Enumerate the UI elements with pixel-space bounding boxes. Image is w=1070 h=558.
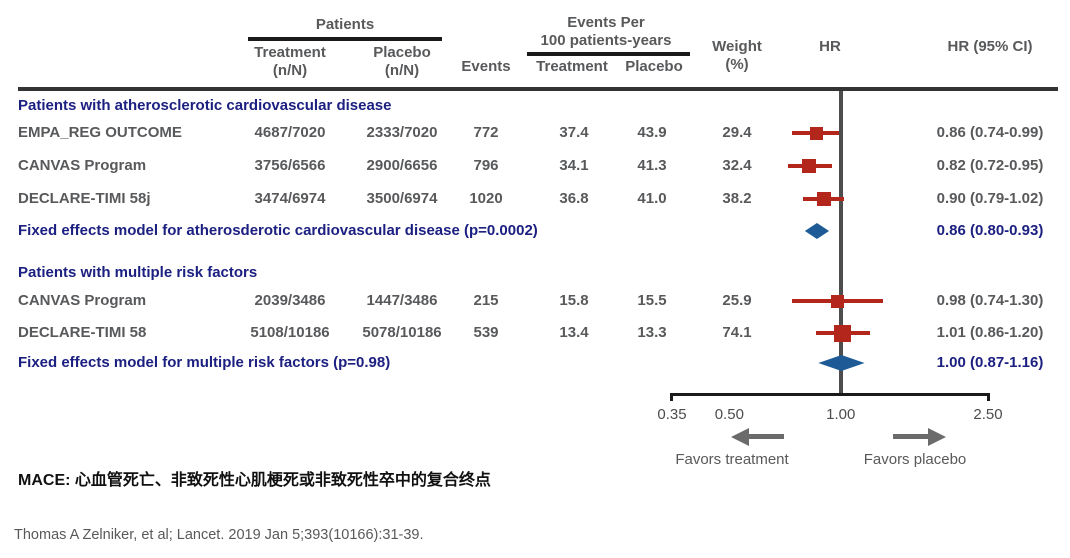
study-name: EMPA_REG OUTCOME (18, 124, 182, 141)
cell-weight: 32.4 (722, 157, 752, 174)
hr-point-square (801, 159, 816, 173)
reference-line-hr1 (838, 91, 843, 393)
col-header-events: Events (461, 58, 511, 75)
col-header-weight-line2: (%) (725, 56, 749, 73)
summary-label: Fixed effects model for multiple risk fa… (18, 354, 391, 371)
cell-ev-placebo: 41.3 (637, 157, 667, 174)
cell-events: 772 (473, 124, 499, 141)
col-header-ep-placebo: Placebo (625, 58, 683, 75)
cell-ev-treatment: 13.4 (559, 324, 589, 341)
mace-definition-footnote: MACE: 心血管死亡、非致死性心肌梗死或非致死性卒中的复合终点 (18, 472, 491, 489)
cell-ev-placebo: 15.5 (637, 292, 667, 309)
cell-placebo-nn: 3500/6974 (366, 190, 438, 207)
col-header-weight: Weight (%) (712, 38, 762, 74)
favors-treatment-arrow-bar (748, 434, 784, 439)
summary-diamond (818, 355, 865, 371)
study-name: DECLARE-TIMI 58j (18, 190, 151, 207)
summary-label: Fixed effects model for atherosderotic c… (18, 222, 538, 239)
cell-treatment-nn: 5108/10186 (250, 324, 330, 341)
cell-weight: 25.9 (722, 292, 752, 309)
x-axis-tick-label: 0.35 (657, 406, 687, 423)
cell-treatment-nn: 3756/6566 (254, 157, 326, 174)
cell-events: 796 (473, 157, 499, 174)
group-header: Patients with multiple risk factors (18, 264, 258, 281)
cell-weight: 74.1 (722, 324, 752, 341)
x-axis-tick-label: 1.00 (826, 406, 856, 423)
x-axis-tick-label: 0.50 (714, 406, 744, 423)
patients-group-underline (248, 37, 442, 41)
x-axis-tick-label: 2.50 (973, 406, 1003, 423)
group-header: Patients with atherosclerotic cardiovasc… (18, 97, 392, 114)
cell-hr-ci: 1.01 (0.86-1.20) (936, 324, 1044, 341)
cell-hr-ci: 0.82 (0.72-0.95) (936, 157, 1044, 174)
study-name: CANVAS Program (18, 292, 147, 309)
cell-events: 215 (473, 292, 499, 309)
favors-treatment-arrow-icon (731, 428, 749, 446)
events-per-group-underline (527, 52, 690, 56)
cell-treatment-nn: 3474/6974 (254, 190, 326, 207)
cell-hr-ci: 0.98 (0.74-1.30) (936, 292, 1044, 309)
summary-hr-ci: 0.86 (0.80-0.93) (936, 222, 1044, 239)
study-name: DECLARE-TIMI 58 (18, 324, 147, 341)
cell-treatment-nn: 2039/3486 (254, 292, 326, 309)
col-header-treatment-line2: (n/N) (272, 62, 308, 79)
cell-weight: 29.4 (722, 124, 752, 141)
cell-hr-ci: 0.90 (0.79-1.02) (936, 190, 1044, 207)
cell-placebo-nn: 1447/3486 (366, 292, 438, 309)
cell-events: 539 (473, 324, 499, 341)
cell-ev-placebo: 41.0 (637, 190, 667, 207)
hr-point-square (809, 126, 823, 140)
col-header-hr: HR (819, 38, 841, 55)
col-group-patients: Patients (315, 16, 375, 33)
cell-ev-placebo: 43.9 (637, 124, 667, 141)
cell-ev-treatment: 37.4 (559, 124, 589, 141)
col-header-placebo-line2: (n/N) (384, 62, 420, 79)
col-header-treatment-nn: Treatment (n/N) (254, 44, 326, 80)
col-header-weight-line1: Weight (712, 38, 762, 55)
col-group-events-per-line1: Events Per (567, 14, 645, 31)
favors-treatment-label: Favors treatment (675, 451, 789, 468)
col-group-events-per: Events Per 100 patients-years (541, 14, 672, 50)
cell-ev-treatment: 36.8 (559, 190, 589, 207)
cell-events: 1020 (469, 190, 503, 207)
cell-hr-ci: 0.86 (0.74-0.99) (936, 124, 1044, 141)
col-header-ep-treatment: Treatment (536, 58, 608, 75)
col-header-placebo-nn: Placebo (n/N) (373, 44, 431, 80)
x-axis-end-tick (987, 393, 990, 401)
cell-ev-treatment: 34.1 (559, 157, 589, 174)
col-group-events-per-line2: 100 patients-years (540, 32, 672, 49)
favors-placebo-arrow-bar (893, 434, 929, 439)
cell-weight: 38.2 (722, 190, 752, 207)
study-name: CANVAS Program (18, 157, 147, 174)
cell-treatment-nn: 4687/7020 (254, 124, 326, 141)
col-header-hr-ci: HR (95% CI) (947, 38, 1033, 55)
header-rule (18, 87, 1058, 91)
col-header-placebo-line1: Placebo (373, 44, 431, 61)
x-axis-line (670, 393, 990, 396)
hr-point-square (833, 324, 851, 342)
col-header-treatment-line1: Treatment (254, 44, 326, 61)
summary-diamond (804, 223, 830, 239)
cell-ev-treatment: 15.8 (559, 292, 589, 309)
favors-placebo-arrow-icon (928, 428, 946, 446)
hr-point-square (816, 192, 831, 206)
summary-hr-ci: 1.00 (0.87-1.16) (936, 354, 1044, 371)
hr-point-square (830, 294, 844, 308)
x-axis-end-tick (670, 393, 673, 401)
cell-placebo-nn: 2900/6656 (366, 157, 438, 174)
cell-placebo-nn: 2333/7020 (366, 124, 438, 141)
favors-placebo-label: Favors placebo (863, 451, 967, 468)
cell-placebo-nn: 5078/10186 (362, 324, 442, 341)
cell-ev-placebo: 13.3 (637, 324, 667, 341)
citation-footnote: Thomas A Zelniker, et al; Lancet. 2019 J… (14, 527, 424, 543)
